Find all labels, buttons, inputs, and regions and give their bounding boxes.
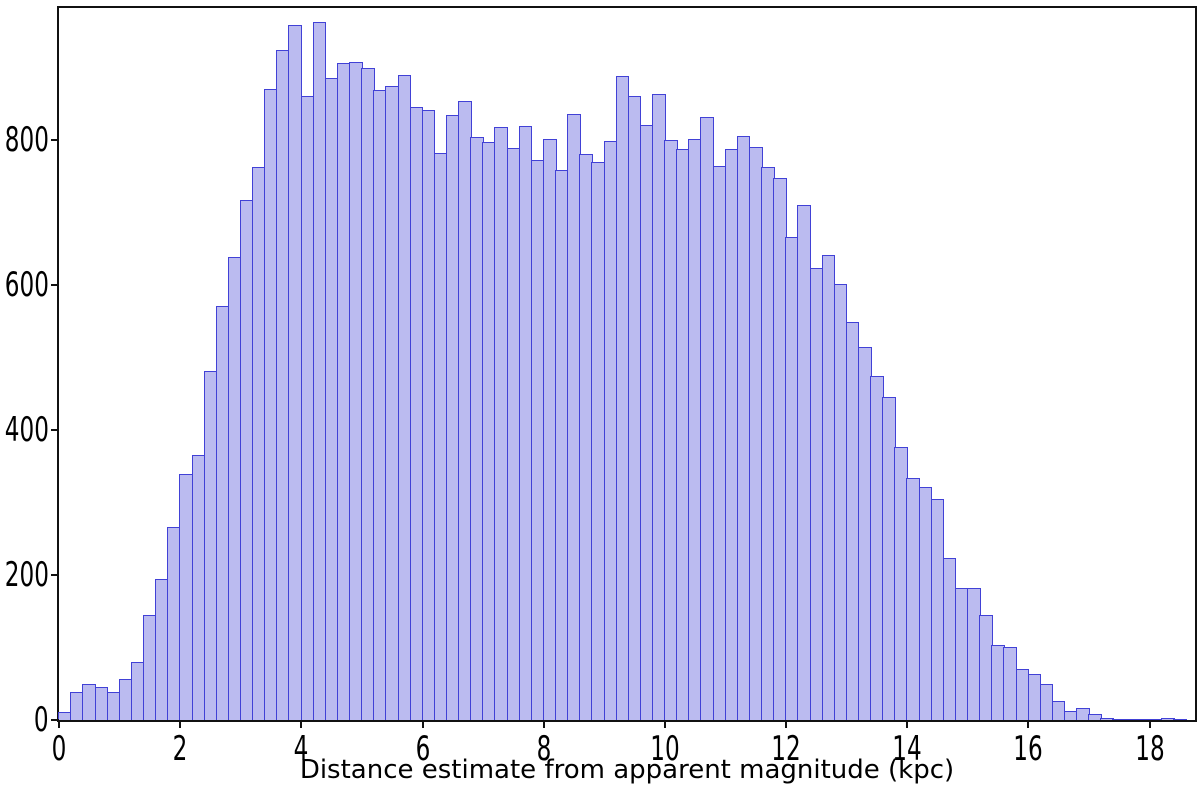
- x-tick-mark: [300, 720, 303, 728]
- histogram-bar: [1076, 707, 1090, 720]
- x-tick-mark: [179, 720, 182, 728]
- x-tick-label: 8: [536, 729, 552, 769]
- x-tick-mark: [1148, 720, 1151, 728]
- y-tick-label: 600: [4, 264, 49, 305]
- x-tick-mark: [906, 720, 909, 728]
- y-tick-mark: [51, 138, 59, 141]
- x-axis-label: Distance estimate from apparent magnitud…: [299, 755, 955, 785]
- x-tick-mark: [58, 720, 60, 728]
- x-tick-mark: [542, 720, 545, 728]
- histogram-bar: [1051, 701, 1066, 720]
- x-tick-label: 2: [172, 729, 188, 769]
- x-tick-label: 6: [415, 729, 430, 769]
- x-tick-mark: [785, 720, 788, 728]
- x-tick-mark: [663, 720, 666, 728]
- x-tick-label: 14: [892, 729, 922, 769]
- y-tick-label: 0: [34, 700, 49, 740]
- x-tick-mark: [421, 720, 424, 728]
- plot-area: 0 2 4 6 8 10 12 14 16 18 0 200 400 600 800: [5, 6, 1197, 769]
- x-tick-label: 10: [650, 729, 680, 769]
- x-tick-label: 0: [51, 729, 67, 769]
- histogram-bar: [1173, 719, 1187, 720]
- x-tick-label: 16: [1013, 729, 1044, 769]
- y-tick-mark: [51, 428, 59, 431]
- x-tick-label: 12: [771, 729, 801, 769]
- x-tick-label: 18: [1134, 729, 1165, 769]
- y-tick-mark: [51, 573, 59, 576]
- y-tick-mark: [51, 719, 59, 721]
- histogram-bar: [1088, 714, 1102, 720]
- x-tick-label: 4: [293, 729, 309, 769]
- x-tick-mark: [1027, 720, 1030, 728]
- y-tick-label: 400: [4, 409, 49, 450]
- y-tick-label: 200: [4, 554, 49, 595]
- y-tick-label: 800: [4, 119, 49, 160]
- histogram-bar: [1160, 717, 1175, 720]
- y-tick-mark: [51, 283, 59, 286]
